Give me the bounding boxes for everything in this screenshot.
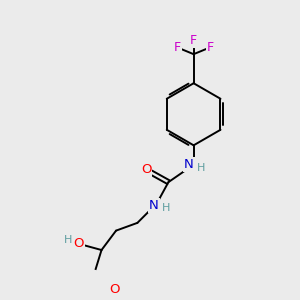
Text: F: F bbox=[174, 41, 181, 54]
Text: N: N bbox=[149, 199, 159, 212]
Text: O: O bbox=[109, 284, 119, 296]
Text: O: O bbox=[73, 237, 83, 250]
Text: F: F bbox=[190, 34, 197, 47]
Text: H: H bbox=[197, 163, 206, 172]
Text: H: H bbox=[64, 235, 73, 245]
Text: N: N bbox=[184, 158, 194, 171]
Text: H: H bbox=[162, 203, 171, 213]
Text: O: O bbox=[141, 163, 152, 176]
Text: F: F bbox=[207, 41, 214, 54]
